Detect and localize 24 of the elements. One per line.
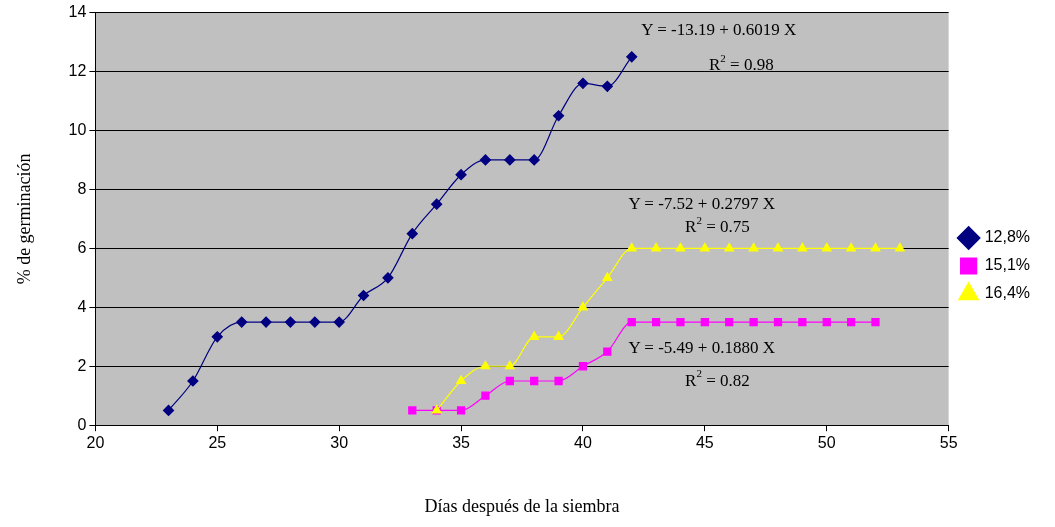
y-tick-label: 12 <box>68 61 87 79</box>
annotation: Y = -13.19 + 0.6019 X <box>641 19 797 39</box>
x-tick-label: 35 <box>452 434 471 452</box>
annotation: Y = -5.49 + 0.1880 X <box>628 337 775 357</box>
annotation: Y = -7.52 + 0.2797 X <box>628 193 775 213</box>
x-tick-label: 45 <box>695 434 714 452</box>
y-axis-title: % de germinación <box>13 153 34 285</box>
x-tick-label: 50 <box>817 434 836 452</box>
x-tick-label: 55 <box>939 434 958 452</box>
y-tick-label: 10 <box>68 120 87 138</box>
y-tick-label: 4 <box>77 297 87 315</box>
x-tick-label: 20 <box>86 434 105 452</box>
legend-label: 12,8% <box>984 228 1031 246</box>
x-tick-label: 40 <box>574 434 592 452</box>
x-tick-label: 30 <box>330 434 349 452</box>
legend-label: 16,4% <box>984 284 1031 302</box>
y-tick-label: 2 <box>77 356 87 374</box>
legend-label: 15,1% <box>984 256 1031 274</box>
y-tick-label: 14 <box>68 3 87 21</box>
y-tick-label: 6 <box>77 238 87 256</box>
x-tick-label: 25 <box>208 434 227 452</box>
x-axis-title: Días después de la siembra <box>424 495 620 516</box>
y-tick-label: 8 <box>77 179 87 197</box>
y-tick-label: 0 <box>77 415 87 433</box>
